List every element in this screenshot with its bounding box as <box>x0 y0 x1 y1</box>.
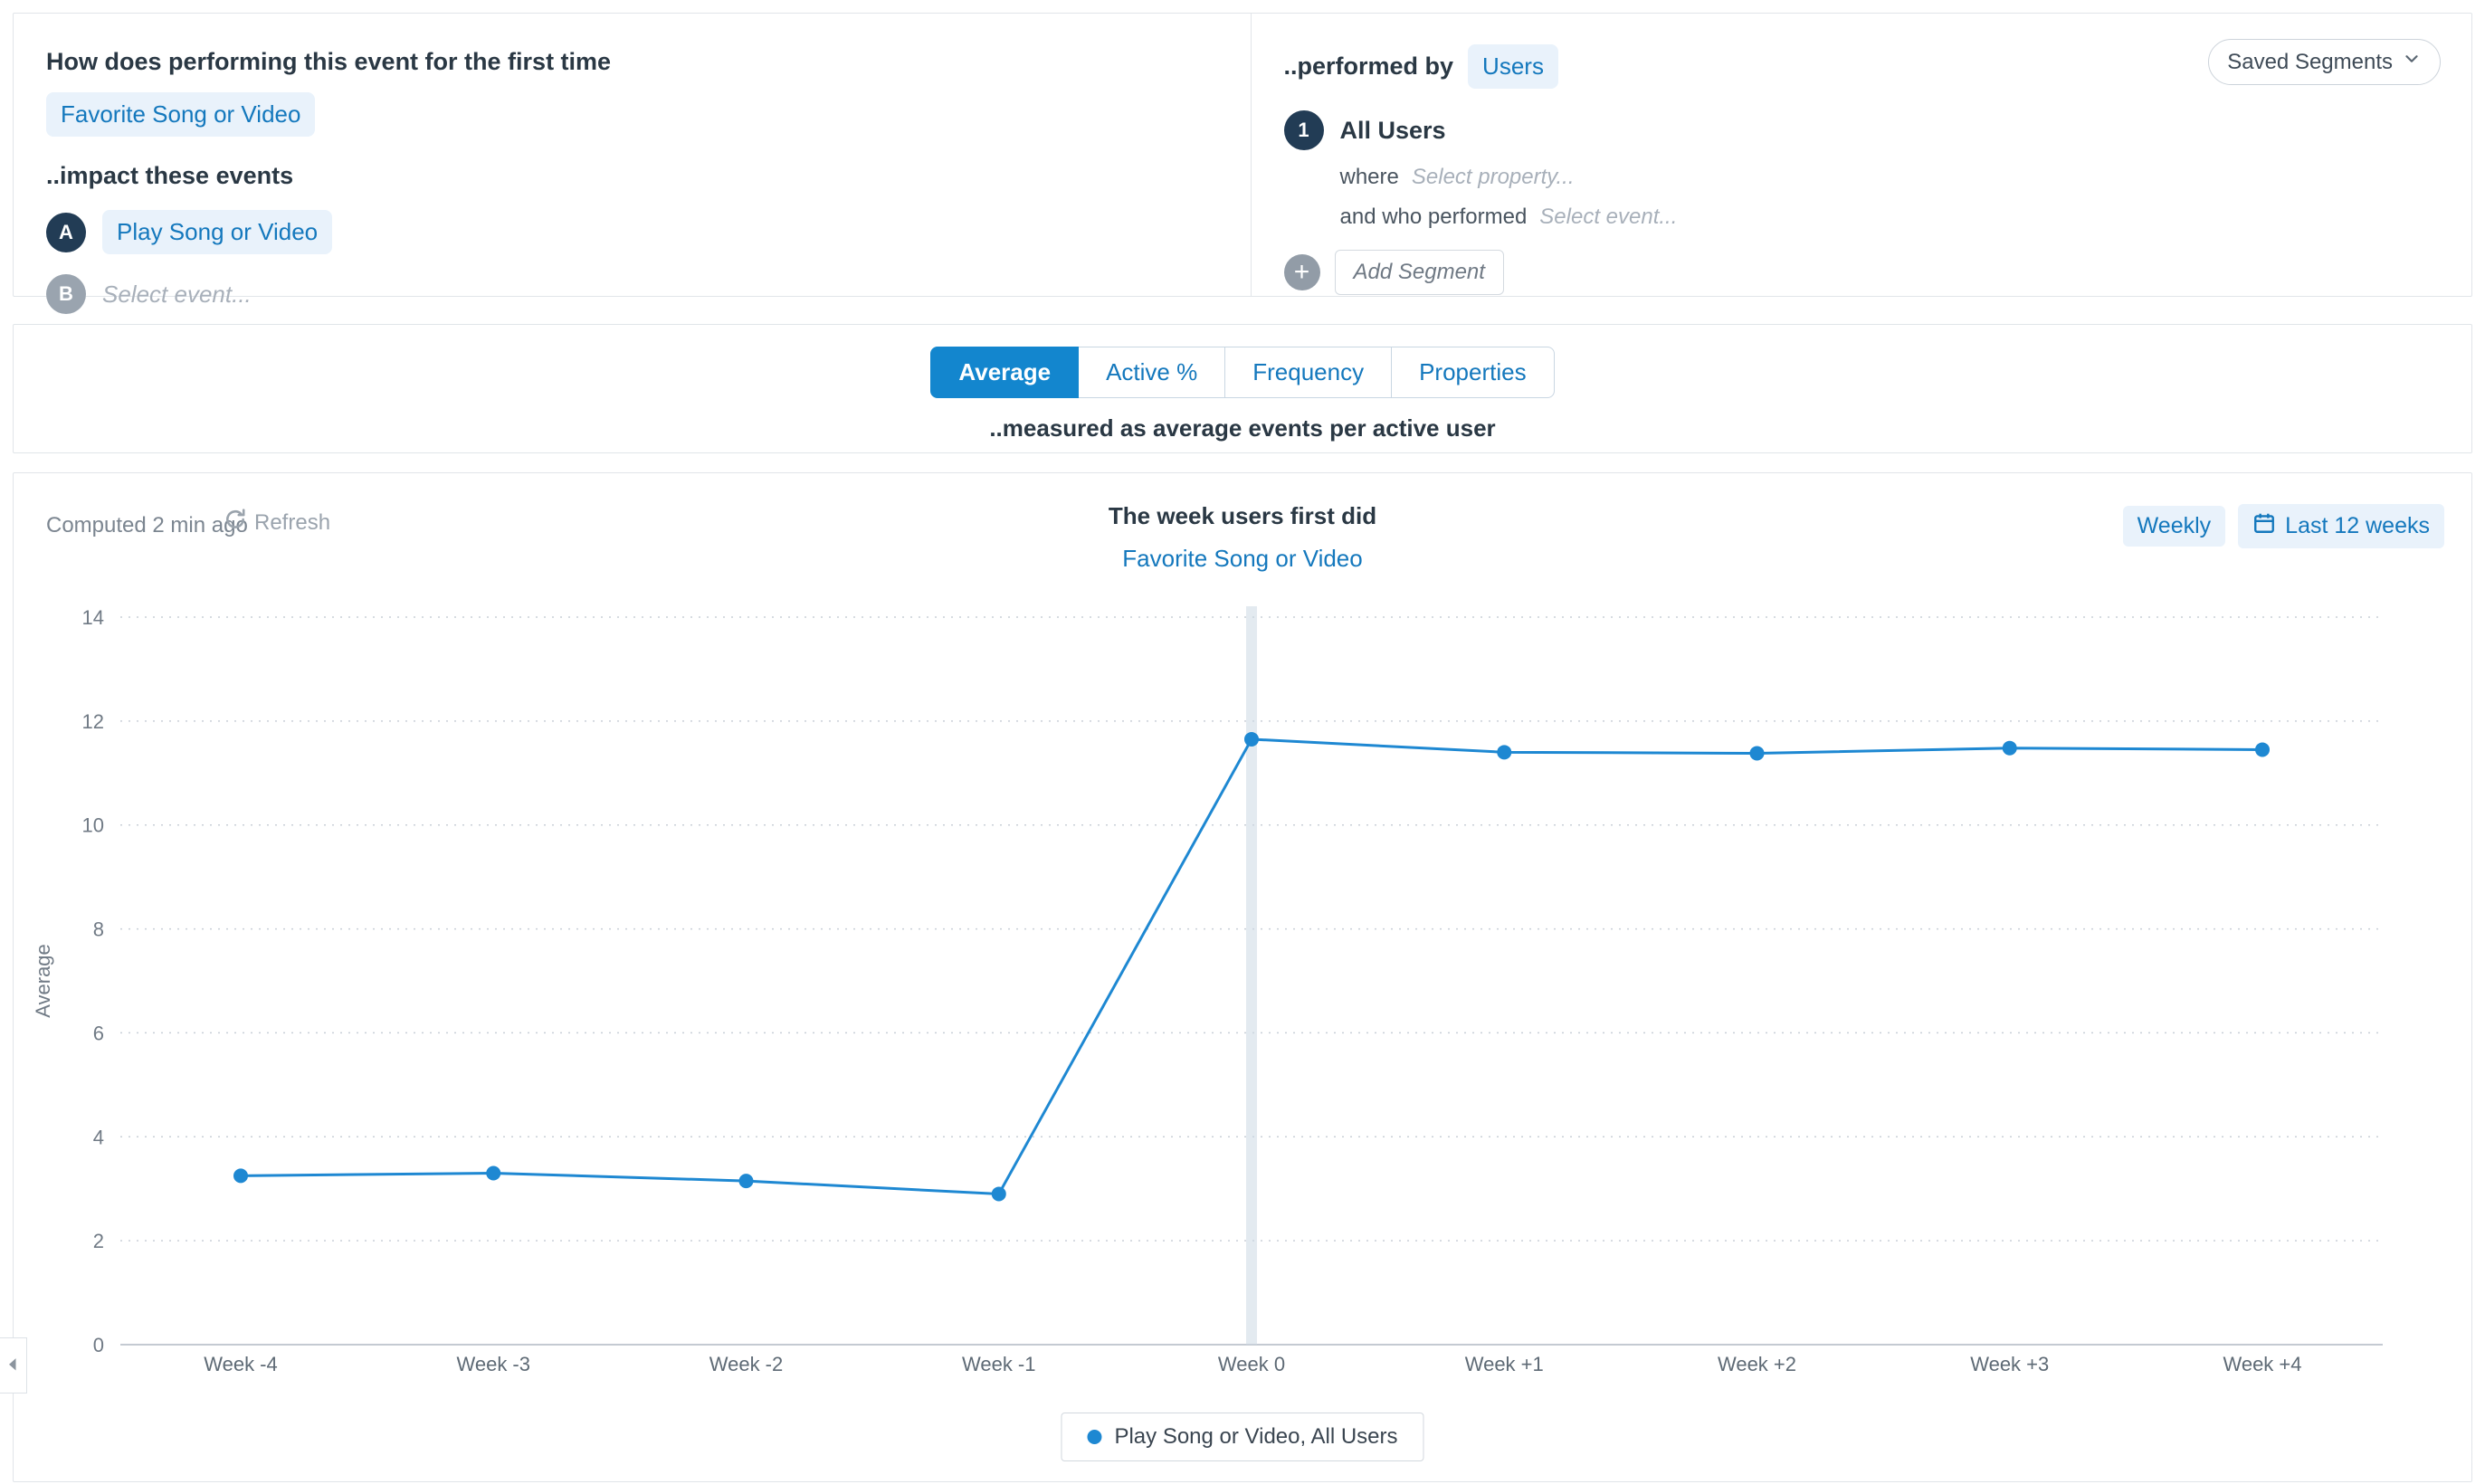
segment-badge: 1 <box>1283 110 1324 150</box>
svg-text:2: 2 <box>93 1230 104 1252</box>
chevron-down-icon <box>2402 49 2422 75</box>
svg-text:4: 4 <box>93 1126 104 1148</box>
chevron-left-icon <box>5 1355 23 1377</box>
segment-performed-row: and who performed Select event... <box>1340 205 2440 230</box>
event-a-chip[interactable]: Play Song or Video <box>102 210 333 254</box>
interval-selector[interactable]: Weekly <box>2122 506 2226 547</box>
svg-text:Week -1: Week -1 <box>962 1353 1036 1375</box>
tab-active-percent[interactable]: Active % <box>1078 347 1226 398</box>
legend-series-dot <box>1087 1430 1102 1444</box>
tab-average[interactable]: Average <box>930 347 1080 398</box>
svg-text:0: 0 <box>93 1334 104 1356</box>
query-builder-panel: How does performing this event for the f… <box>13 13 2472 314</box>
impact-line-chart: 0 2 4 6 8 10 12 14 Week -4 Week -3 Week -2 Week -1 W… <box>32 606 2383 1375</box>
event-badge-b: B <box>46 274 86 314</box>
segment-name: All Users <box>1339 116 1446 144</box>
tab-properties[interactable]: Properties <box>1391 347 1555 398</box>
svg-text:Week 0: Week 0 <box>1218 1353 1285 1375</box>
svg-text:8: 8 <box>93 918 104 941</box>
event-row-b: B Select event... <box>46 274 1218 314</box>
range-controls: Weekly Last 12 weeks <box>2122 504 2444 548</box>
refresh-label: Refresh <box>254 509 331 535</box>
measurement-tab-group: Average Active % Frequency Properties <box>930 347 1555 398</box>
impact-event-section: How does performing this event for the f… <box>14 14 1252 314</box>
performed-by-label: ..performed by <box>1283 52 1454 80</box>
saved-segments-button[interactable]: Saved Segments <box>2208 39 2441 85</box>
where-label: where <box>1339 165 1399 189</box>
svg-text:10: 10 <box>82 814 104 837</box>
chart-title-event-link[interactable]: Favorite Song or Video <box>1122 545 1363 572</box>
svg-text:Week +4: Week +4 <box>2223 1353 2301 1375</box>
saved-segments-label: Saved Segments <box>2227 49 2393 74</box>
tab-frequency[interactable]: Frequency <box>1224 347 1393 398</box>
event-b-select-placeholder[interactable]: Select event... <box>102 280 252 308</box>
event-badge-a: A <box>46 212 86 252</box>
svg-text:Week -3: Week -3 <box>456 1353 530 1375</box>
select-event-placeholder[interactable]: Select event... <box>1539 205 1678 229</box>
measurement-panel: Average Active % Frequency Properties ..… <box>13 324 2472 453</box>
svg-text:6: 6 <box>93 1022 104 1044</box>
segment-section: ..performed by Users Saved Segments 1 Al… <box>1252 14 2472 296</box>
performed-by-users-chip[interactable]: Users <box>1468 44 1558 89</box>
svg-text:Week +1: Week +1 <box>1465 1353 1544 1375</box>
event-row-a: A Play Song or Video <box>46 210 1218 254</box>
svg-text:Week +2: Week +2 <box>1718 1353 1796 1375</box>
refresh-button[interactable]: Refresh <box>224 508 330 537</box>
refresh-icon <box>224 508 247 537</box>
who-performed-label: and who performed <box>1339 205 1528 229</box>
measure-caption: ..measured as average events per active … <box>989 414 1496 442</box>
legend-item[interactable]: Play Song or Video, All Users <box>1061 1413 1424 1461</box>
collapse-panel-handle[interactable] <box>0 1337 27 1394</box>
chart-title: The week users first did Favorite Song o… <box>14 502 2471 573</box>
select-property-placeholder[interactable]: Select property... <box>1411 165 1575 189</box>
segment-where-row: where Select property... <box>1340 165 2440 190</box>
add-segment-row: + Add Segment <box>1283 250 2440 295</box>
impact-subtitle: ..impact these events <box>46 162 294 189</box>
svg-text:14: 14 <box>82 606 104 629</box>
computed-timestamp: Computed 2 min ago <box>46 513 248 537</box>
chart-panel: Computed 2 min ago Refresh The week user… <box>13 472 2472 1482</box>
chart-title-line1: The week users first did <box>1108 502 1377 529</box>
svg-text:Week -2: Week -2 <box>709 1353 784 1375</box>
svg-text:Week -4: Week -4 <box>204 1353 278 1375</box>
date-range-label: Last 12 weeks <box>2285 513 2430 538</box>
legend-series-label: Play Song or Video, All Users <box>1114 1424 1398 1449</box>
plus-icon[interactable]: + <box>1283 254 1320 290</box>
svg-text:Average: Average <box>32 944 54 1018</box>
segment-row: 1 All Users <box>1283 110 2440 150</box>
date-range-selector[interactable]: Last 12 weeks <box>2238 504 2444 548</box>
add-segment-button[interactable]: Add Segment <box>1334 250 1504 295</box>
svg-text:Week +3: Week +3 <box>1970 1353 2049 1375</box>
first-event-chip[interactable]: Favorite Song or Video <box>46 92 316 137</box>
calendar-icon <box>2252 511 2276 541</box>
svg-text:12: 12 <box>82 710 104 733</box>
impact-question: How does performing this event for the f… <box>46 48 612 75</box>
